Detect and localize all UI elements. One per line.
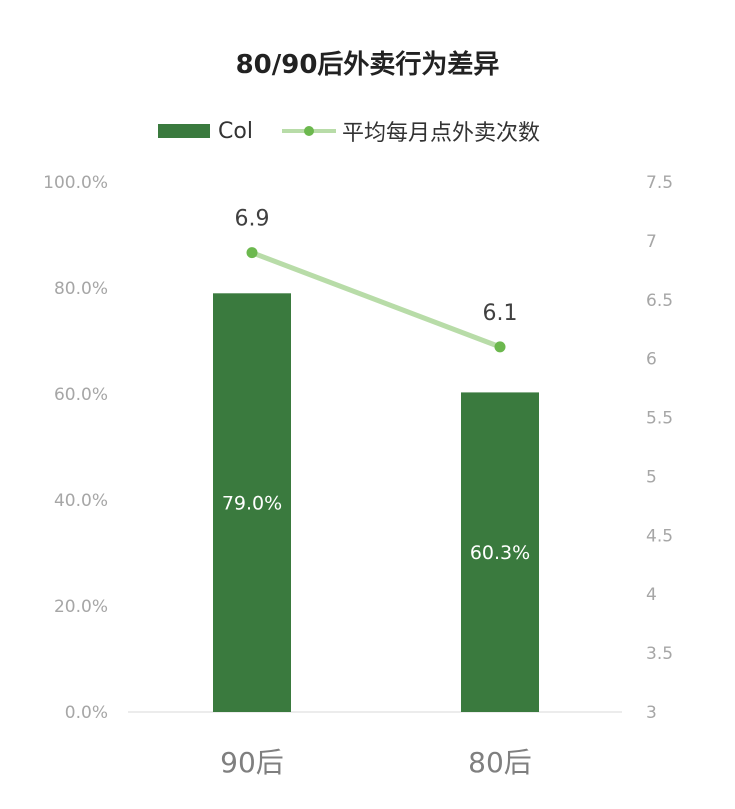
y-right-tick-label: 4	[646, 585, 657, 605]
line-point	[494, 341, 506, 353]
line-data-label: 6.9	[235, 207, 270, 232]
legend: Col 平均每月点外卖次数	[0, 116, 735, 146]
y-left-tick-label: 100.0%	[43, 173, 108, 193]
x-category-label: 90后	[220, 746, 284, 779]
line-data-label: 6.1	[483, 301, 518, 326]
y-right-tick-label: 5.5	[646, 409, 673, 429]
y-left-tick-label: 80.0%	[54, 279, 108, 299]
chart-title: 80/90后外卖行为差异	[235, 50, 500, 80]
legend-bar-swatch	[158, 124, 210, 138]
legend-item-line: 平均每月点外卖次数	[282, 116, 540, 146]
y-right-tick-label: 4.5	[646, 526, 673, 546]
y-right-tick-label: 6.5	[646, 291, 673, 311]
legend-item-bar: Col	[158, 116, 253, 146]
bar-data-label: 79.0%	[222, 493, 282, 515]
line-point	[246, 247, 258, 259]
y-right-tick-label: 3	[646, 703, 657, 723]
y-left-tick-label: 40.0%	[54, 491, 108, 511]
y-right-tick-label: 6	[646, 350, 657, 370]
bar-data-label: 60.3%	[470, 542, 530, 564]
bar	[213, 293, 291, 712]
bar	[461, 392, 539, 712]
legend-line-swatch	[282, 124, 336, 138]
legend-label-line: 平均每月点外卖次数	[342, 121, 541, 146]
line-series	[249, 250, 503, 350]
y-right-tick-label: 7.5	[646, 173, 673, 193]
x-category-label: 80后	[468, 746, 532, 779]
legend-label-bar: Col	[218, 118, 253, 144]
y-right-tick-label: 3.5	[646, 644, 673, 664]
y-right-tick-label: 7	[646, 232, 657, 252]
y-left-tick-label: 0.0%	[65, 703, 108, 723]
y-left-tick-label: 60.0%	[54, 385, 108, 405]
y-right-tick-label: 5	[646, 467, 657, 487]
y-left-tick-label: 20.0%	[54, 597, 108, 617]
